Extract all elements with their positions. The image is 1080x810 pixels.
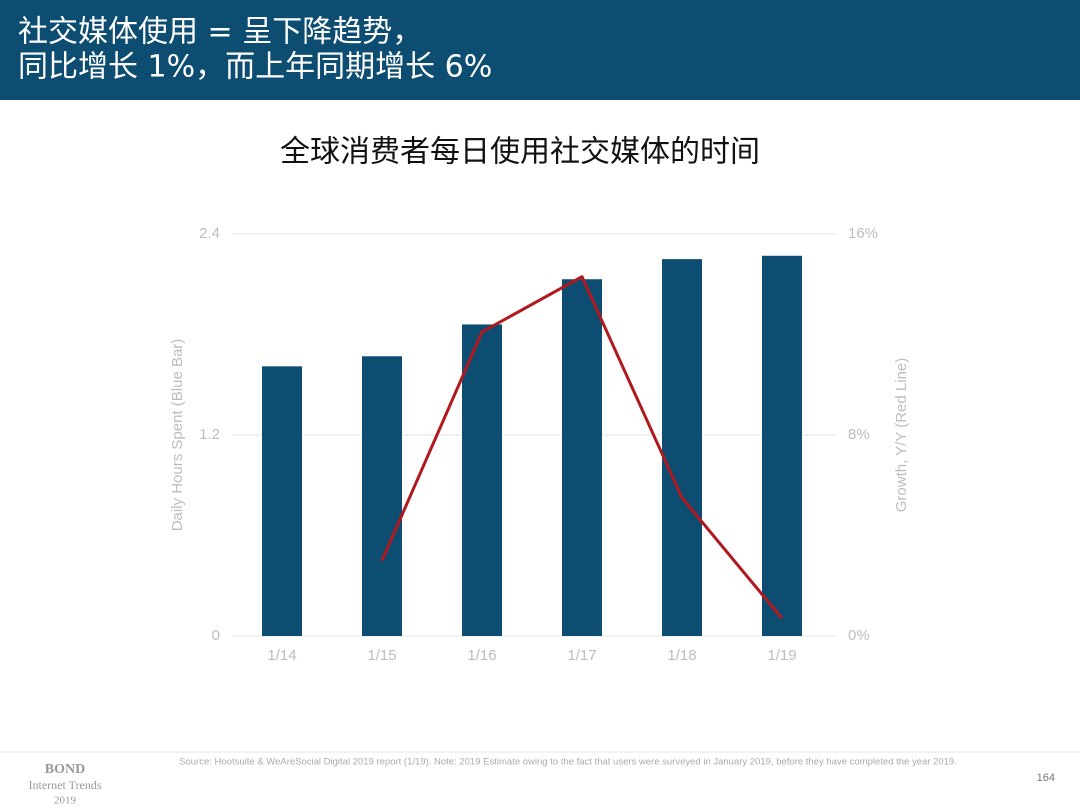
y2-tick-label: 16% (848, 225, 878, 242)
y-tick-label: 1.2 (199, 426, 220, 443)
bar (562, 279, 602, 636)
slide-title: 社交媒体使用 = 呈下降趋势， (18, 15, 422, 50)
y2-tick-label: 0% (848, 627, 870, 644)
slide-title: 同比增长 1%，而上年同期增长 6% (18, 50, 492, 85)
chart-title: 全球消费者每日使用社交媒体的时间 (280, 135, 760, 170)
x-tick-label: 1/18 (667, 647, 696, 664)
bar (362, 356, 402, 636)
bar (462, 324, 502, 636)
source-note: Source: Hootsuite & WeAreSocial Digital … (179, 757, 957, 768)
y2-tick-label: 8% (848, 426, 870, 443)
x-tick-label: 1/19 (767, 647, 796, 664)
brand: Internet Trends (29, 778, 102, 792)
line (380, 275, 784, 620)
x-tick-label: 1/17 (567, 647, 596, 664)
header-band (0, 0, 1080, 100)
y-axis-label: Daily Hours Spent (Blue Bar) (169, 339, 186, 532)
x-tick-label: 1/16 (467, 647, 496, 664)
bar (762, 255, 802, 636)
bar (662, 259, 702, 636)
page-number: 164 (1037, 772, 1055, 784)
y-tick-label: 2.4 (199, 225, 220, 242)
brand: BOND (45, 762, 85, 777)
x-tick-label: 1/15 (367, 647, 396, 664)
bar (262, 366, 302, 636)
y-tick-label: 0 (212, 627, 220, 644)
y2-axis-label: Growth, Y/Y (Red Line) (893, 358, 910, 513)
x-tick-label: 1/14 (267, 647, 296, 664)
brand: 2019 (54, 795, 77, 807)
